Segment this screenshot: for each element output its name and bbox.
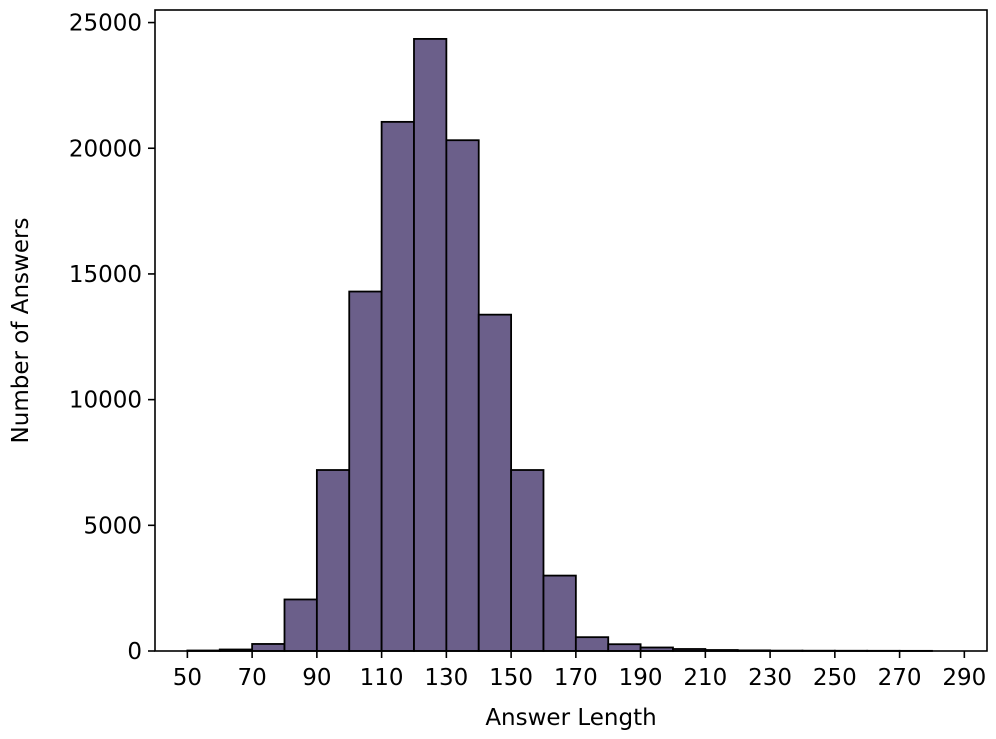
histogram-bar-140-150	[477, 313, 513, 652]
histogram-bar-70-80	[251, 643, 286, 652]
x-tick-label: 130	[424, 665, 468, 691]
y-tick-label: 20000	[69, 136, 142, 162]
y-tick-label: 15000	[69, 262, 142, 288]
x-tick-label: 190	[619, 665, 663, 691]
x-tick-label: 170	[554, 665, 598, 691]
x-axis-label: Answer Length	[485, 705, 656, 731]
bars-group	[186, 38, 933, 652]
x-tick-label: 250	[813, 665, 857, 691]
histogram-bar-120-130	[413, 38, 448, 652]
x-tick-label: 210	[683, 665, 727, 691]
histogram-bar-80-90	[283, 598, 318, 652]
plot-frame	[154, 9, 988, 652]
histogram-bar-110-120	[380, 120, 415, 652]
x-tick-label: 290	[942, 665, 986, 691]
y-tick-label: 10000	[69, 388, 142, 414]
x-tick-label: 270	[878, 665, 922, 691]
histogram-bar-160-170	[542, 574, 577, 652]
histogram-bar-150-160	[510, 469, 545, 652]
histogram-bar-180-190	[607, 643, 642, 652]
x-tick-label: 90	[302, 665, 331, 691]
x-tick-label: 150	[489, 665, 533, 691]
x-tick-label: 110	[360, 665, 404, 691]
histogram-bar-100-110	[348, 290, 383, 652]
histogram-bar-90-100	[315, 469, 351, 652]
y-axis-label: Number of Answers	[8, 218, 34, 444]
histogram-bar-130-140	[445, 139, 480, 652]
histogram-bar-170-180	[574, 636, 610, 652]
y-tick-label: 0	[127, 639, 142, 665]
y-axis-ticks: 0 5000 10000 15000 20000 25000	[69, 11, 155, 665]
x-tick-label: 70	[237, 665, 266, 691]
x-tick-label: 230	[748, 665, 792, 691]
x-axis-ticks: 50 70 90 110 130 150 170 190 210 230 250 270 290	[173, 651, 986, 691]
x-tick-label: 50	[173, 665, 202, 691]
y-tick-label: 25000	[69, 11, 142, 37]
y-tick-label: 5000	[83, 513, 142, 539]
